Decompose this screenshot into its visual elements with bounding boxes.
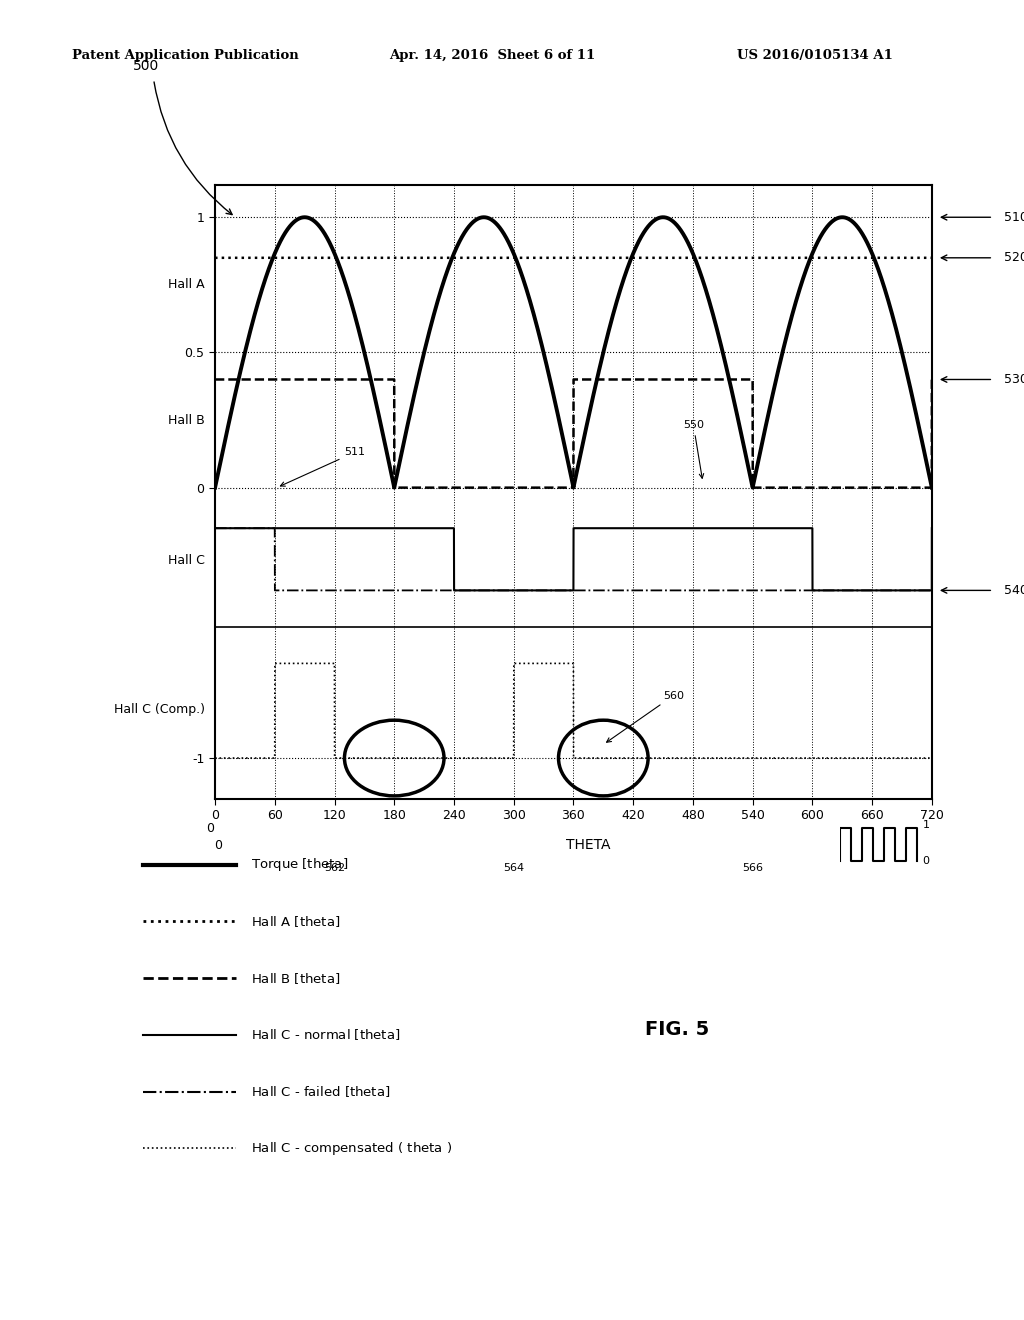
Text: 510: 510 [1004, 211, 1024, 224]
Text: Hall B: Hall B [168, 413, 205, 426]
Text: THETA: THETA [565, 838, 610, 851]
Text: Hall C: Hall C [168, 554, 205, 568]
Text: 530: 530 [1004, 374, 1024, 385]
Text: Torque $\left[\mathrm{theta}\right]$: Torque $\left[\mathrm{theta}\right]$ [251, 857, 348, 873]
Text: 566: 566 [742, 863, 763, 874]
Text: 500: 500 [133, 58, 160, 73]
Text: 0: 0 [214, 838, 222, 851]
Text: Hall B $\left[\mathrm{theta}\right]$: Hall B $\left[\mathrm{theta}\right]$ [251, 970, 340, 986]
Text: 550: 550 [683, 420, 703, 478]
Text: US 2016/0105134 A1: US 2016/0105134 A1 [737, 49, 893, 62]
Text: 540: 540 [1004, 583, 1024, 597]
Text: 1: 1 [923, 820, 930, 830]
Text: 0: 0 [923, 857, 930, 866]
Text: 564: 564 [503, 863, 524, 874]
Text: Hall C - compensated $\left(\mathrm{\ theta\ }\right)$: Hall C - compensated $\left(\mathrm{\ th… [251, 1140, 452, 1156]
Text: Apr. 14, 2016  Sheet 6 of 11: Apr. 14, 2016 Sheet 6 of 11 [389, 49, 595, 62]
Text: 511: 511 [281, 447, 366, 486]
Text: 520: 520 [1004, 251, 1024, 264]
Text: Patent Application Publication: Patent Application Publication [72, 49, 298, 62]
Text: Hall C - failed $\left[\mathrm{theta}\right]$: Hall C - failed $\left[\mathrm{theta}\ri… [251, 1084, 390, 1100]
Text: Hall C (Comp.): Hall C (Comp.) [114, 702, 205, 715]
Text: Hall A: Hall A [168, 279, 205, 292]
Text: 560: 560 [606, 690, 684, 742]
Text: Hall C - normal $\left[\mathrm{theta}\right]$: Hall C - normal $\left[\mathrm{theta}\ri… [251, 1027, 400, 1043]
Text: FIG. 5: FIG. 5 [645, 1020, 710, 1039]
Text: 0: 0 [206, 821, 214, 834]
Text: Hall A $\left[\mathrm{theta}\right]$: Hall A $\left[\mathrm{theta}\right]$ [251, 913, 340, 929]
Text: 562: 562 [324, 863, 345, 874]
